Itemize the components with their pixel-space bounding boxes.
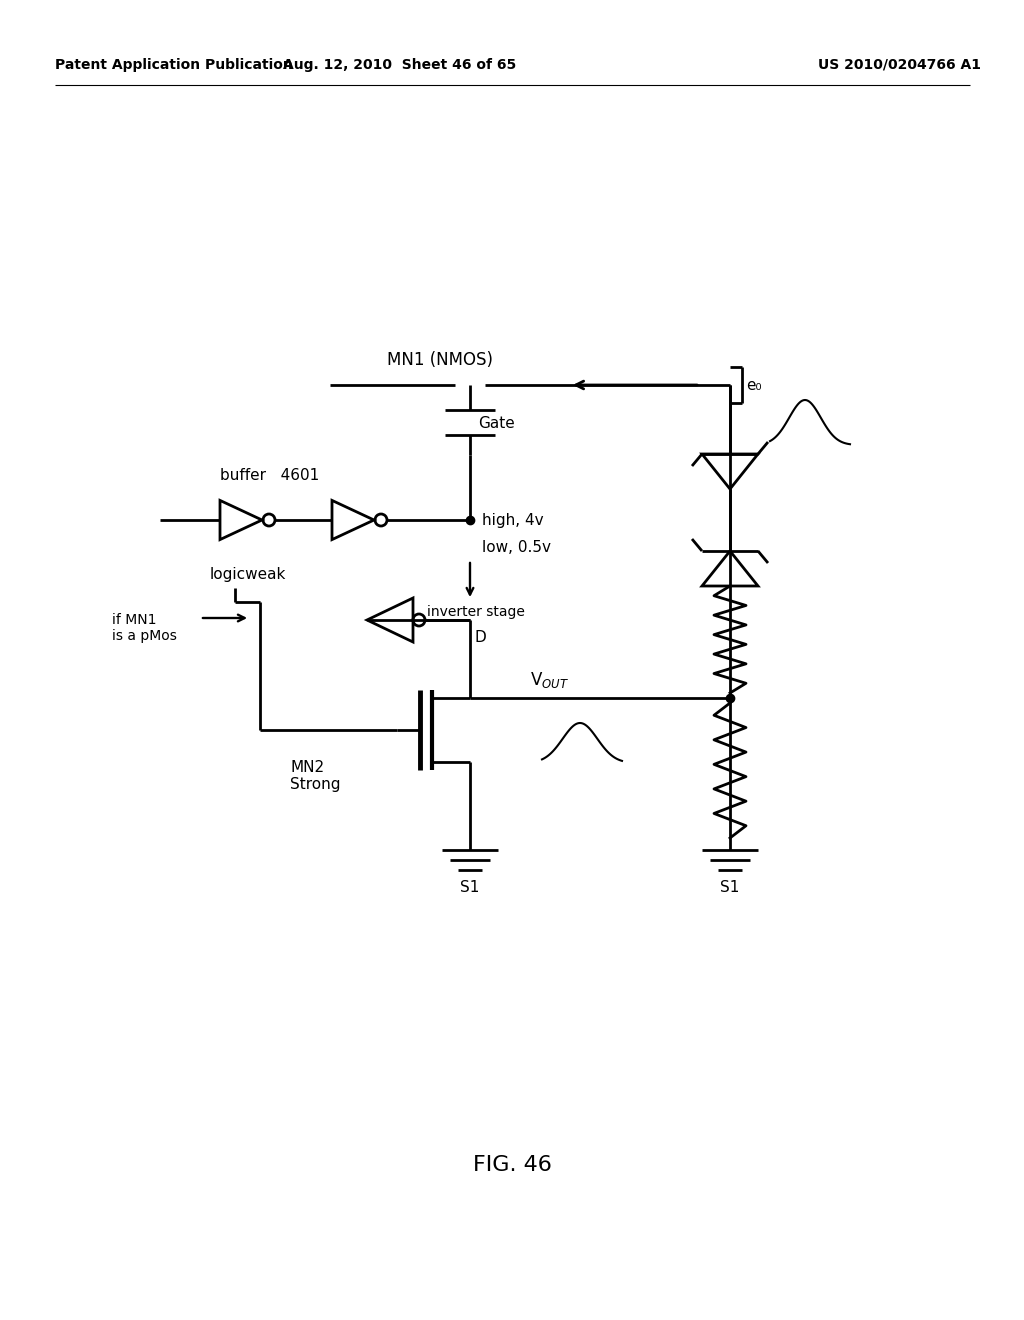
Text: US 2010/0204766 A1: US 2010/0204766 A1 <box>818 58 981 73</box>
Text: low, 0.5v: low, 0.5v <box>482 540 551 556</box>
Text: MN2
Strong: MN2 Strong <box>290 760 341 792</box>
Text: S1: S1 <box>461 880 479 895</box>
Text: Gate: Gate <box>478 416 515 430</box>
Text: e₀: e₀ <box>746 378 762 392</box>
Text: logicweak: logicweak <box>210 568 287 582</box>
Text: inverter stage: inverter stage <box>427 605 525 619</box>
Text: buffer   4601: buffer 4601 <box>220 467 319 483</box>
Text: D: D <box>474 631 485 645</box>
Text: Patent Application Publication: Patent Application Publication <box>55 58 293 73</box>
Text: V$_{OUT}$: V$_{OUT}$ <box>530 671 569 690</box>
Text: high, 4v: high, 4v <box>482 512 544 528</box>
Text: MN1 (NMOS): MN1 (NMOS) <box>387 351 493 370</box>
Text: if MN1
is a pMos: if MN1 is a pMos <box>112 612 177 643</box>
Text: FIG. 46: FIG. 46 <box>472 1155 552 1175</box>
Text: S1: S1 <box>720 880 739 895</box>
Text: Aug. 12, 2010  Sheet 46 of 65: Aug. 12, 2010 Sheet 46 of 65 <box>284 58 517 73</box>
